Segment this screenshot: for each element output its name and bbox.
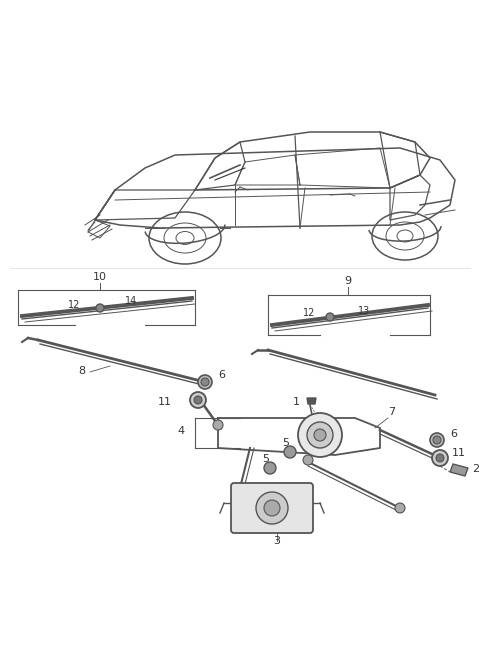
Circle shape xyxy=(432,450,448,466)
Text: 9: 9 xyxy=(345,276,351,286)
Text: 6: 6 xyxy=(450,429,457,439)
Text: 14: 14 xyxy=(125,296,137,306)
FancyBboxPatch shape xyxy=(231,483,313,533)
Circle shape xyxy=(264,500,280,516)
Circle shape xyxy=(314,429,326,441)
Text: 3: 3 xyxy=(274,536,280,546)
Polygon shape xyxy=(450,464,468,476)
Circle shape xyxy=(201,378,209,386)
Text: 12: 12 xyxy=(68,300,80,310)
Circle shape xyxy=(303,455,313,465)
Circle shape xyxy=(436,454,444,462)
Polygon shape xyxy=(307,398,316,404)
Text: 10: 10 xyxy=(93,272,107,282)
Circle shape xyxy=(395,503,405,513)
Text: 4: 4 xyxy=(178,426,185,436)
Text: 12: 12 xyxy=(302,308,315,318)
Circle shape xyxy=(194,396,202,404)
Circle shape xyxy=(298,413,342,457)
Circle shape xyxy=(190,392,206,408)
Circle shape xyxy=(284,446,296,458)
Text: 11: 11 xyxy=(158,397,172,407)
Circle shape xyxy=(307,422,333,448)
Text: 7: 7 xyxy=(388,407,395,417)
Circle shape xyxy=(213,420,223,430)
Text: 5: 5 xyxy=(283,438,289,448)
Text: 6: 6 xyxy=(218,370,225,380)
Text: 2: 2 xyxy=(472,464,479,474)
Circle shape xyxy=(430,433,444,447)
Text: 8: 8 xyxy=(78,366,85,376)
Text: 11: 11 xyxy=(452,448,466,458)
Circle shape xyxy=(326,313,334,321)
Circle shape xyxy=(433,436,441,444)
Text: 1: 1 xyxy=(293,397,300,407)
Circle shape xyxy=(256,492,288,524)
Circle shape xyxy=(96,304,104,312)
Text: 5: 5 xyxy=(263,454,269,464)
Circle shape xyxy=(264,462,276,474)
Circle shape xyxy=(198,375,212,389)
Text: 13: 13 xyxy=(358,306,370,316)
